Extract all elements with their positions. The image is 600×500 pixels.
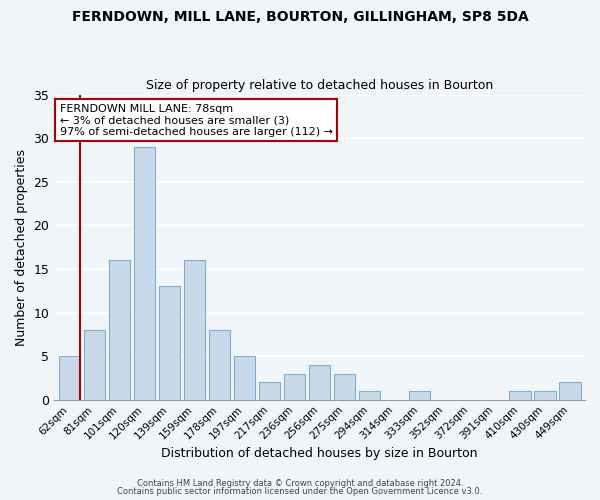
Bar [184,260,205,400]
Bar [284,374,305,400]
Text: Contains public sector information licensed under the Open Government Licence v3: Contains public sector information licen… [118,487,482,496]
Y-axis label: Number of detached properties: Number of detached properties [15,148,28,346]
Text: FERNDOWN MILL LANE: 78sqm
← 3% of detached houses are smaller (3)
97% of semi-de: FERNDOWN MILL LANE: 78sqm ← 3% of detach… [59,104,332,137]
Bar [234,356,255,400]
Bar [559,382,581,400]
Bar [109,260,130,400]
Bar [509,391,530,400]
Bar [59,356,80,400]
Bar [334,374,355,400]
Bar [409,391,430,400]
Text: Contains HM Land Registry data © Crown copyright and database right 2024.: Contains HM Land Registry data © Crown c… [137,478,463,488]
Bar [535,391,556,400]
Bar [309,365,330,400]
Text: FERNDOWN, MILL LANE, BOURTON, GILLINGHAM, SP8 5DA: FERNDOWN, MILL LANE, BOURTON, GILLINGHAM… [71,10,529,24]
Bar [209,330,230,400]
X-axis label: Distribution of detached houses by size in Bourton: Distribution of detached houses by size … [161,447,478,460]
Title: Size of property relative to detached houses in Bourton: Size of property relative to detached ho… [146,79,493,92]
Bar [159,286,180,400]
Bar [359,391,380,400]
Bar [134,147,155,400]
Bar [259,382,280,400]
Bar [84,330,105,400]
